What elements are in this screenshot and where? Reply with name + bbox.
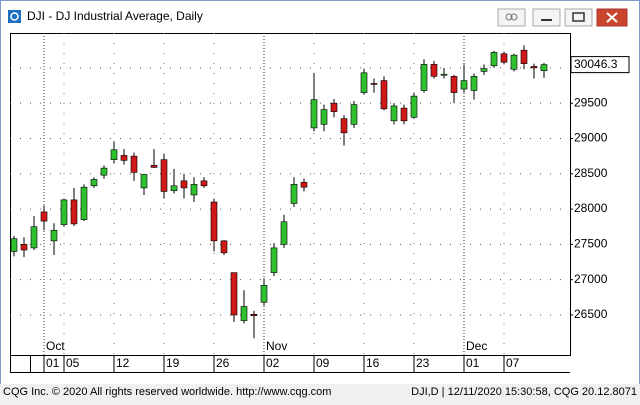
candle-body [390,105,398,122]
candle-body [130,155,138,173]
candle-body [470,76,478,91]
x-tick-label: 09 [316,356,330,370]
candle-body [480,68,488,72]
candle-body [360,72,368,93]
candle-body [180,180,188,189]
y-tick-label: 26500 [574,307,608,321]
minimize-button[interactable] [532,8,561,27]
candle-body [430,64,438,77]
y-tick-label: 29000 [574,131,608,145]
candle-body [440,73,448,76]
candle-body [150,165,158,168]
candle-body [340,118,348,134]
candle-body [270,247,278,273]
candle-body [20,244,28,251]
candle-body [290,184,298,204]
close-button[interactable] [596,8,628,27]
pin-button[interactable] [497,8,526,27]
candle-body [490,52,498,67]
candle-body [410,95,418,118]
candle-body [450,76,458,93]
month-label: Oct [46,339,65,353]
x-tick-label: 12 [116,356,130,370]
x-tick-label: 19 [166,356,180,370]
y-tick-label: 28000 [574,201,608,215]
candle-body [170,185,178,192]
candle-body [70,199,78,225]
x-tick-label: 01 [46,356,60,370]
candle-body [240,306,248,321]
candle-body [400,107,408,122]
candle-body [50,229,58,242]
candle-body [100,167,108,176]
last-value-box [570,56,630,74]
y-tick-label: 28500 [574,166,608,180]
x-tick-label: 16 [366,356,380,370]
y-tick-label: 29500 [574,95,608,109]
y-tick-label: 27500 [574,237,608,251]
candle-body [300,181,308,188]
candle-body [110,149,118,160]
plot: 2650027000275002800028500290002950030000… [10,33,630,372]
app-icon [8,10,21,23]
candle-body [160,159,168,192]
candle-body [540,64,548,71]
candle-body [530,66,538,69]
x-tick-label: 26 [216,356,230,370]
status-bar [0,384,640,400]
candle-body [370,83,378,85]
plot-area [10,33,571,356]
icon-glyph [10,12,19,21]
candle-body [140,174,148,189]
x-tick-label: 05 [66,356,80,370]
window-title: DJI - DJ Industrial Average, Daily [27,9,203,23]
candle-body [120,155,128,161]
corner-box [10,355,31,373]
candle-body [200,180,208,187]
last-value-label: 30046.3 [574,57,618,71]
maximize-button[interactable] [564,8,593,27]
candle-body [460,80,468,90]
candle-body [90,179,98,187]
candle-body [380,80,388,110]
footer-left: CQG Inc. © 2020 All rights reserved worl… [3,386,331,398]
x-tick-label: 02 [266,356,280,370]
candle-body [230,272,238,316]
y-tick-label: 27000 [574,272,608,286]
candle-body [330,102,338,112]
candle-body [260,285,268,303]
candle-body [60,199,68,225]
candle-body [190,184,198,196]
candle-body [310,99,318,129]
candle-body [510,54,518,70]
candle-body [40,211,48,222]
candle-body [10,238,18,252]
candle-body [80,186,88,220]
candle-body [420,64,428,91]
candle-body [220,240,228,254]
candle-body [500,53,508,63]
candle-body [280,221,288,245]
candle-body [210,201,218,242]
month-label: Dec [466,339,487,353]
candle-body [30,226,38,249]
candle-body [350,104,358,125]
month-label: Nov [266,339,287,353]
footer-right: DJI,D | 12/11/2020 15:30:58, CQG 20.12.8… [411,386,637,398]
x-tick-label: 01 [466,356,480,370]
candle-body [320,109,328,125]
x-tick-label: 07 [506,356,520,370]
x-tick-label: 23 [416,356,430,370]
candle-body [250,313,258,316]
candle-body [520,49,528,64]
